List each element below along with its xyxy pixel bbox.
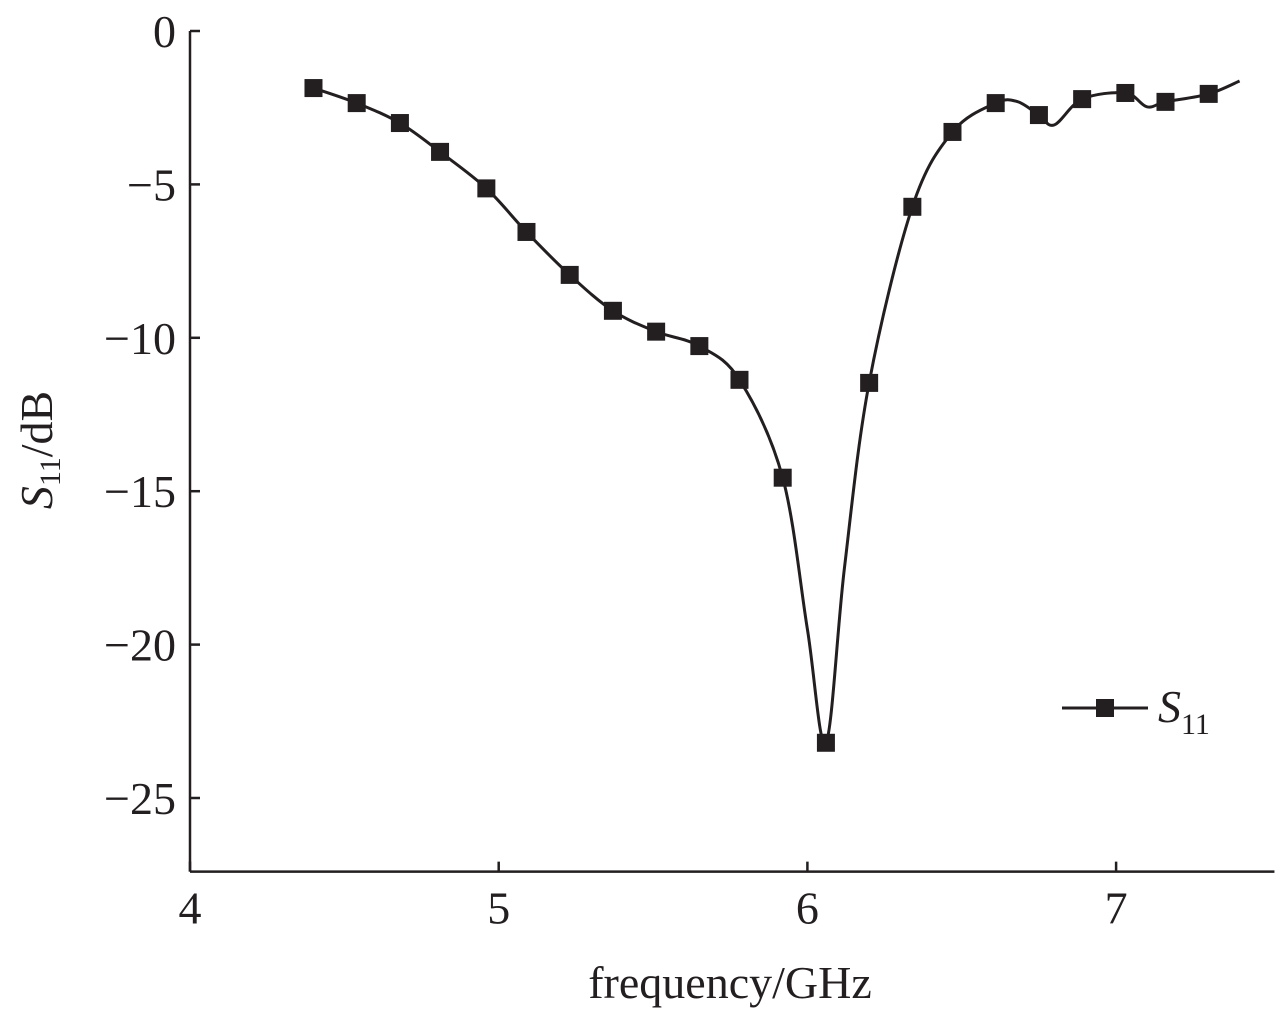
- y-tick-label: −5: [127, 159, 176, 210]
- data-point-marker: [903, 197, 922, 216]
- y-axis-label-sub: 11: [34, 457, 67, 486]
- data-point-marker: [943, 122, 962, 141]
- y-tick-label: −10: [104, 313, 176, 364]
- y-tick-label: −15: [104, 466, 176, 517]
- data-point-marker: [517, 222, 536, 241]
- x-tick-label: 4: [179, 883, 202, 934]
- x-axis-label: frequency/GHz: [588, 957, 872, 1008]
- y-tick-label: −25: [104, 773, 176, 824]
- legend-label: S11: [1158, 681, 1210, 741]
- series: [304, 79, 1241, 752]
- data-point-marker: [816, 733, 835, 752]
- axes: [188, 31, 1275, 873]
- data-point-marker: [304, 79, 323, 98]
- data-point-marker: [690, 337, 709, 356]
- y-tick-label: −20: [104, 620, 176, 671]
- ticks: 4 5 6 7 0 −5 −10 −15 −20 −25: [104, 6, 1128, 934]
- y-axis-label: S11/dB: [11, 391, 67, 509]
- x-tick-label: 6: [796, 883, 819, 934]
- data-point-marker: [347, 94, 366, 113]
- data-point-marker: [730, 370, 749, 389]
- data-point-marker: [390, 114, 409, 133]
- legend-marker: [1096, 699, 1114, 717]
- data-point-marker: [1116, 83, 1135, 102]
- legend: S11: [1062, 681, 1210, 741]
- data-point-marker: [1029, 106, 1048, 125]
- legend-label-sub: 11: [1181, 708, 1210, 741]
- data-point-marker: [647, 322, 666, 341]
- series-line-s11: [312, 79, 1241, 746]
- y-axis-label-main: S: [11, 486, 62, 509]
- data-point-marker: [773, 468, 792, 487]
- data-point-marker: [1156, 92, 1175, 111]
- data-point-marker: [1199, 84, 1218, 103]
- legend-label-main: S: [1158, 681, 1181, 732]
- x-tick-label: 5: [487, 883, 510, 934]
- data-point-marker: [1073, 90, 1092, 109]
- data-point-marker: [477, 179, 496, 198]
- data-point-marker: [560, 265, 579, 284]
- data-point-marker: [431, 142, 450, 161]
- data-point-marker: [860, 373, 879, 392]
- data-point-marker: [603, 301, 622, 320]
- y-tick-label: 0: [153, 6, 176, 57]
- x-tick-label: 7: [1105, 883, 1128, 934]
- y-axis-label-unit: /dB: [11, 391, 62, 457]
- data-point-marker: [986, 94, 1005, 113]
